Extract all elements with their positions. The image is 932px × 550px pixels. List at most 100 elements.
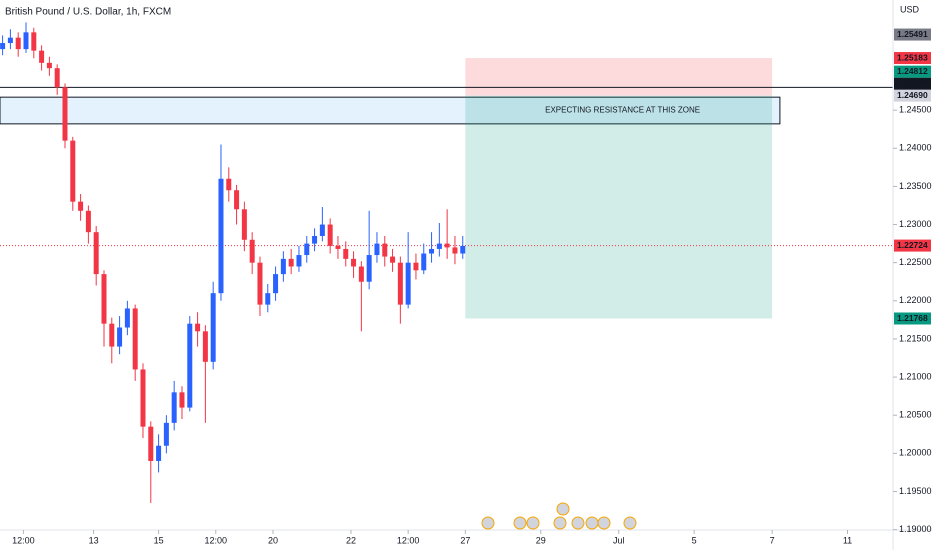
candle-body — [452, 247, 458, 254]
candle-body — [288, 258, 294, 267]
event-icon[interactable] — [526, 516, 540, 530]
candle-body — [335, 245, 341, 249]
x-tick-label: 27 — [460, 535, 470, 545]
x-tick-label: 12:00 — [397, 535, 420, 545]
candle-body — [0, 43, 6, 50]
y-tick-label: 1.21500 — [899, 333, 932, 343]
candle-body — [109, 323, 115, 347]
price-label-box — [894, 312, 931, 325]
candle-body — [382, 243, 388, 257]
candle-body — [296, 255, 302, 267]
candle-body — [140, 369, 146, 427]
candle-body — [390, 256, 396, 263]
event-icon[interactable] — [585, 516, 599, 530]
candle-body — [46, 62, 52, 69]
candle-body — [241, 209, 247, 240]
x-tick-label: 29 — [536, 535, 546, 545]
price-label-box — [894, 77, 931, 90]
y-tick-label: 1.22500 — [899, 257, 932, 267]
x-tick-label: 7 — [770, 535, 775, 545]
target-zone — [465, 95, 773, 319]
price-label: 1.25183 — [897, 52, 928, 62]
zone-label: EXPECTING RESISTANCE AT THIS ZONE — [545, 106, 700, 115]
candle-body — [257, 262, 263, 305]
price-label-box — [894, 239, 931, 252]
event-icon[interactable] — [623, 516, 637, 530]
price-label-box — [894, 52, 931, 65]
candle-body — [39, 50, 45, 63]
event-icon[interactable] — [571, 516, 585, 530]
candle-body — [179, 392, 185, 408]
candle-body — [319, 224, 325, 236]
x-tick-label: 13 — [89, 535, 99, 545]
x-tick-label: Jul — [613, 535, 625, 545]
candle-body — [62, 87, 68, 141]
x-tick-label: 5 — [692, 535, 697, 545]
candle-body — [304, 243, 310, 256]
y-tick-label: 1.24500 — [899, 105, 932, 115]
chart-title: British Pound / U.S. Dollar, 1h, FXCM — [5, 7, 171, 18]
candle-body — [23, 32, 29, 50]
candle-body — [31, 32, 37, 51]
y-tick-label: 1.19000 — [899, 524, 932, 534]
candle-body — [405, 262, 411, 305]
candle-body — [202, 331, 208, 362]
event-icon[interactable] — [553, 516, 567, 530]
candle-body — [163, 422, 169, 446]
y-tick-label: 1.19500 — [899, 486, 932, 496]
price-label: 1.22724 — [897, 240, 928, 250]
candle-body — [195, 323, 201, 332]
candle-body — [421, 253, 427, 271]
candle-body — [132, 308, 138, 370]
event-icon[interactable] — [597, 516, 611, 530]
candle-body — [148, 426, 154, 461]
plot-area: EXPECTING RESISTANCE AT THIS ZONE — [0, 22, 893, 503]
candle-body — [413, 262, 419, 271]
candle-body — [124, 308, 130, 328]
price-label-box — [894, 28, 931, 41]
candle-body — [327, 224, 333, 246]
candle-body — [187, 323, 193, 408]
candle-body — [429, 248, 435, 254]
event-icon[interactable] — [481, 516, 495, 530]
candle-body — [85, 210, 91, 233]
candle-body — [374, 243, 380, 256]
candle-body — [101, 274, 107, 324]
candle-body — [280, 258, 286, 275]
x-tick-label: 12:00 — [12, 535, 35, 545]
event-icon[interactable] — [556, 502, 570, 516]
x-tick-label: 11 — [843, 535, 852, 545]
y-tick-label: 1.24000 — [899, 143, 932, 153]
event-icons — [481, 502, 637, 530]
candle-body — [78, 201, 84, 211]
candle-body — [234, 190, 240, 210]
candle-body — [15, 37, 21, 50]
x-tick-label: 15 — [154, 535, 164, 545]
candle-body — [93, 232, 99, 275]
candle-body — [70, 140, 76, 202]
x-tick-label: 20 — [268, 535, 278, 545]
candle-body — [7, 37, 13, 44]
candle-body — [265, 293, 271, 305]
price-label-box — [894, 89, 931, 102]
y-tick-label: 1.23500 — [899, 181, 932, 191]
price-label-box — [894, 65, 931, 78]
candle-body — [54, 68, 60, 88]
candle-body — [117, 327, 123, 347]
price-label: 1.21768 — [897, 313, 928, 323]
resistance-zone — [0, 96, 781, 125]
price-label: 1.24798 — [897, 78, 928, 88]
event-icon[interactable] — [513, 516, 527, 530]
y-tick-label: 1.20500 — [899, 410, 932, 420]
currency-label: USD — [900, 4, 920, 14]
candle-body — [460, 245, 466, 254]
x-tick-label: 22 — [346, 535, 356, 545]
candle-body — [156, 445, 162, 461]
price-label: 1.25491 — [897, 29, 928, 39]
candle-body — [312, 235, 318, 244]
candle-body — [249, 239, 255, 263]
y-tick-label: 1.20000 — [899, 448, 932, 458]
candle-body — [226, 178, 232, 191]
